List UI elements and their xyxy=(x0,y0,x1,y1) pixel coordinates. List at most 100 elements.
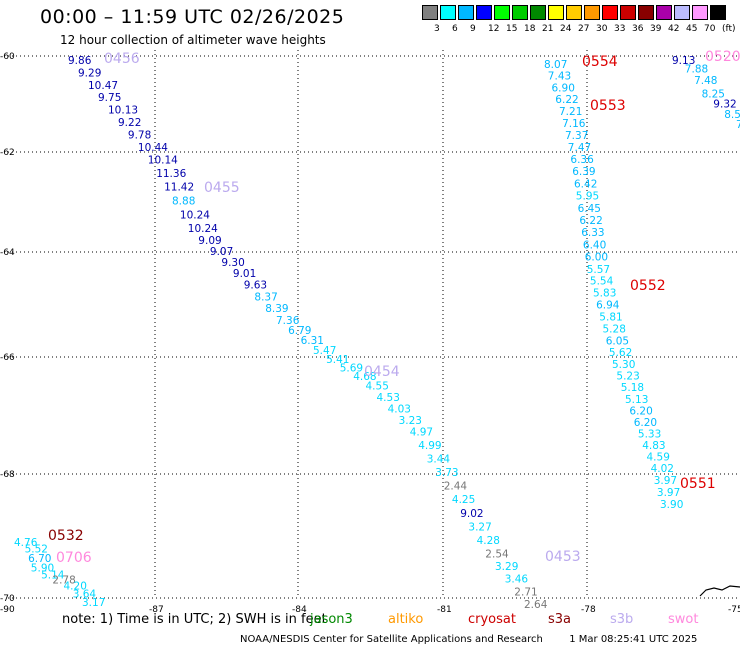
legend-swatch xyxy=(548,5,564,20)
lon-label: -90 xyxy=(0,605,15,615)
satellite-name: cryosat xyxy=(468,612,516,627)
legend-label: 18 xyxy=(524,24,536,34)
legend-swatch xyxy=(512,5,528,20)
lat-label: -64 xyxy=(0,248,15,258)
pass-id-label: 0551 xyxy=(680,476,716,492)
wave-height-value: 2.71 xyxy=(514,586,537,598)
legend-label: 70 xyxy=(704,24,716,34)
wave-height-value: 4.03 xyxy=(388,404,411,416)
wave-height-value: 5.33 xyxy=(638,428,661,440)
pass-id-label: 0552 xyxy=(630,278,666,294)
wave-height-value: 2.64 xyxy=(524,599,548,611)
legend-label: 33 xyxy=(614,24,626,34)
wave-height-value: 5.69 xyxy=(340,362,363,374)
wave-height-value: 5.13 xyxy=(625,394,648,406)
footer-note: note: 1) Time is in UTC; 2) SWH is in fe… xyxy=(62,612,327,627)
wave-height-value: 4.76 xyxy=(14,537,38,549)
wave-height-value: 10.24 xyxy=(180,209,210,221)
legend-swatch xyxy=(692,5,708,20)
legend-label: 6 xyxy=(452,24,458,34)
legend-label: 21 xyxy=(542,24,554,34)
wave-height-value: 6.45 xyxy=(578,203,601,215)
wave-height-value: 8.58 xyxy=(724,109,740,121)
legend-label: 15 xyxy=(506,24,518,34)
legend-swatch xyxy=(422,5,438,20)
legend-swatch xyxy=(620,5,636,20)
wave-height-value: 9.22 xyxy=(118,117,141,129)
legend-swatch xyxy=(530,5,546,20)
wave-height-value: 9.86 xyxy=(68,55,92,67)
wave-height-value: 11.36 xyxy=(156,168,186,180)
pass-id-label: 0553 xyxy=(590,98,626,114)
wave-height-value: 3.97 xyxy=(657,487,680,499)
legend-label: 9 xyxy=(470,24,476,34)
wave-height-value: 9.29 xyxy=(78,67,101,79)
wave-height-value: 8.39 xyxy=(265,303,288,315)
legend-swatch xyxy=(566,5,582,20)
wave-height-value: 6.40 xyxy=(583,239,606,251)
wave-height-value: 6.42 xyxy=(574,178,597,190)
wave-height-value: 7.21 xyxy=(559,106,582,118)
wave-height-value: 7 xyxy=(736,119,740,131)
wave-height-value: 5.47 xyxy=(313,345,336,357)
wave-height-value: 5.95 xyxy=(576,191,599,203)
map-title: 00:00 – 11:59 UTC 02/26/2025 xyxy=(40,6,345,28)
lat-label: -62 xyxy=(0,148,15,158)
legend-swatch xyxy=(494,5,510,20)
satellite-name: s3a xyxy=(548,612,572,627)
satellite-name: altiko xyxy=(388,612,424,627)
wave-height-value: 5.83 xyxy=(593,288,616,300)
legend-label: 12 xyxy=(488,24,500,34)
wave-height-value: 6.05 xyxy=(606,335,629,347)
wave-height-value: 2.78 xyxy=(52,575,75,587)
legend-swatch xyxy=(638,5,654,20)
wave-height-value: 7.36 xyxy=(276,315,300,327)
wave-height-value: 5.90 xyxy=(31,562,54,574)
lat-label: -68 xyxy=(0,470,15,480)
wave-height-value: 6.90 xyxy=(552,83,575,95)
wave-height-value: 3.46 xyxy=(505,574,529,586)
wave-height-value: 7.16 xyxy=(562,118,586,130)
wave-height-value: 10.13 xyxy=(108,105,138,117)
legend-label: 36 xyxy=(632,24,644,34)
wave-height-value: 5.30 xyxy=(612,359,635,371)
wave-height-value: 4.02 xyxy=(651,463,674,475)
wave-height-value: 9.09 xyxy=(198,235,221,247)
wave-height-value: 2.44 xyxy=(444,481,468,493)
wave-height-value: 6.79 xyxy=(288,325,311,337)
wave-height-value: 3.44 xyxy=(427,454,451,466)
legend-label: 45 xyxy=(686,24,698,34)
wave-height-value: 4.68 xyxy=(353,371,376,383)
generated-timestamp: 1 Mar 08:25:41 UTC 2025 xyxy=(569,634,698,645)
wave-height-value: 8.25 xyxy=(702,88,725,100)
legend-label: 27 xyxy=(578,24,590,34)
legend-unit: (ft) xyxy=(722,24,736,34)
legend-swatch xyxy=(656,5,672,20)
lon-label: -87 xyxy=(149,605,164,615)
legend-swatch xyxy=(602,5,618,20)
wave-height-value: 5.57 xyxy=(587,264,610,276)
wave-height-value: 3.27 xyxy=(468,521,491,533)
satellite-name: swot xyxy=(668,612,699,627)
satellite-name: s3b xyxy=(610,612,634,627)
wave-height-value: 3.23 xyxy=(399,415,422,427)
lon-label: -75 xyxy=(728,605,740,615)
wave-height-value: 7.88 xyxy=(685,64,708,76)
wave-height-value: 4.97 xyxy=(410,427,433,439)
wave-height-value: 5.41 xyxy=(326,354,349,366)
legend-label: 30 xyxy=(596,24,608,34)
wave-height-value: 6.22 xyxy=(579,215,602,227)
wave-height-value: 5.28 xyxy=(603,323,626,335)
wave-height-value: 6.31 xyxy=(301,335,324,347)
wave-height-value: 7.48 xyxy=(694,75,717,87)
legend-swatch xyxy=(674,5,690,20)
wave-height-value: 10.14 xyxy=(148,154,178,166)
legend-label: 24 xyxy=(560,24,572,34)
wave-height-value: 6.20 xyxy=(629,405,652,417)
wave-height-value: 3.17 xyxy=(82,597,105,609)
legend-swatch xyxy=(440,5,456,20)
wave-height-value: 4.59 xyxy=(647,452,670,464)
wave-height-value: 4.20 xyxy=(64,580,87,592)
legend-label: 42 xyxy=(668,24,680,34)
wave-height-value: 8.07 xyxy=(544,59,567,71)
